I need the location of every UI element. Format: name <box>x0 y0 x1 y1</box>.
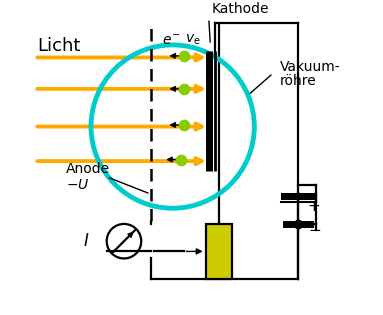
Text: $I$: $I$ <box>83 232 90 250</box>
Text: Anode: Anode <box>66 162 110 176</box>
Text: $v_{\mathrm{e}}$: $v_{\mathrm{e}}$ <box>185 33 200 47</box>
Point <box>177 157 183 162</box>
Text: Licht: Licht <box>38 37 81 55</box>
Point <box>180 123 187 128</box>
Text: Kathode: Kathode <box>212 2 269 16</box>
Point <box>180 53 187 58</box>
Text: $-$: $-$ <box>308 221 321 236</box>
Bar <box>206 224 232 279</box>
Point <box>180 86 187 91</box>
Text: röhre: röhre <box>280 74 316 88</box>
Text: Vakuum-: Vakuum- <box>280 60 340 74</box>
Bar <box>281 192 316 200</box>
Text: $-U$: $-U$ <box>66 178 89 192</box>
Text: $e^{-}$: $e^{-}$ <box>162 33 180 47</box>
Text: +: + <box>308 199 321 214</box>
